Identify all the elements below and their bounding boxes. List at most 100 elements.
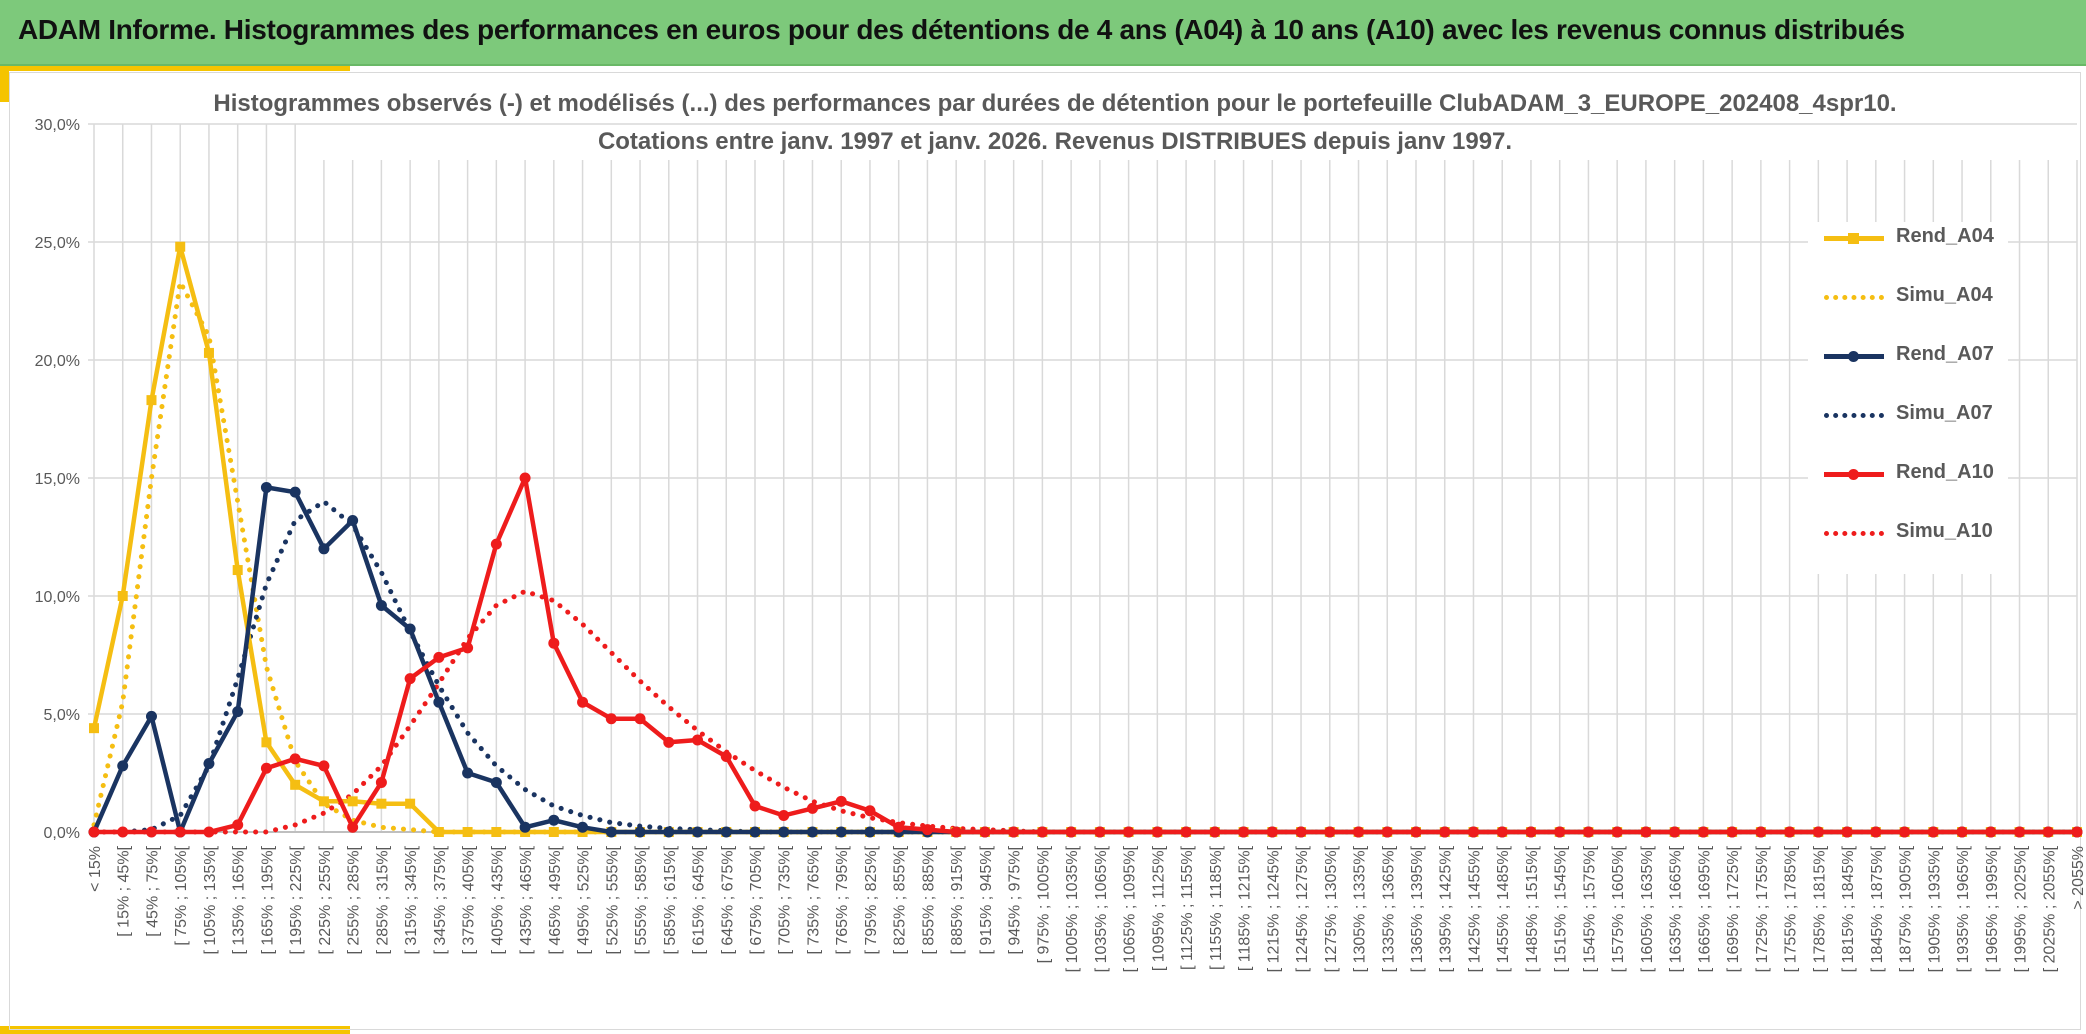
x-tick-label: [ 405% ; 435%[ [489,845,506,954]
x-tick-label: [ 45% ; 75%[ [144,845,161,936]
data-point [145,710,157,722]
data-point [548,814,560,826]
y-tick-label: 0,0% [44,825,80,842]
data-point [232,565,243,576]
x-tick-label: > 2055% [2070,846,2086,910]
x-tick-label: [ 795% ; 825%[ [863,845,880,954]
data-point [1036,826,1048,838]
x-axis: < 15% [ 15% ; 45%[[ 45% ; 75%[[ 75% ; 105… [87,845,2086,972]
chart-legend: Rend_A04 Simu_A04 Rend_A07 Simu_A07 Rend_A10… [1808,222,2008,574]
data-point [375,599,387,611]
data-point [404,673,416,685]
data-point [1697,826,1709,838]
data-point [1467,826,1479,838]
data-point [1870,826,1882,838]
x-tick-label: [ 495% ; 525%[ [576,845,593,954]
data-point [433,651,445,663]
x-tick-label: [ 675% ; 705%[ [748,845,765,954]
x-tick-label: [ 885% ; 915%[ [949,845,966,954]
data-point [1295,826,1307,838]
x-tick-label: [ 1155% ; 1185%[ [1208,845,1225,969]
series-simu-a10 [91,588,2080,835]
data-point [347,514,359,526]
legend-swatch [1824,531,1884,536]
data-point [1324,826,1336,838]
data-point [1669,826,1681,838]
x-tick-label: [ 1485% ; 1515%[ [1524,845,1541,972]
legend-item: Rend_A07 [1824,340,2014,370]
data-point [921,824,933,836]
data-point [462,642,474,654]
report-header-banner: ADAM Informe. Histogrammes des performan… [0,0,2086,66]
data-point [490,538,502,550]
x-tick-label: [ 765% ; 795%[ [834,845,851,954]
x-tick-label: [ 195% ; 225%[ [288,845,305,954]
chart-frame [9,72,2081,1030]
series-rend-a04 [89,241,2082,837]
series-rend-a10 [88,472,2083,838]
data-point [203,826,215,838]
y-tick-label: 15,0% [35,471,80,488]
data-point [749,826,761,838]
x-tick-label: [ 1665% ; 1695%[ [1696,845,1713,972]
data-point [117,760,129,772]
x-tick-label: [ 1965% ; 1995%[ [1984,845,2001,972]
x-tick-label: [ 1455% ; 1485%[ [1495,845,1512,972]
y-tick-label: 10,0% [35,589,80,606]
data-point [663,826,675,838]
data-point [1410,826,1422,838]
data-point [260,762,272,774]
data-point [1899,826,1911,838]
data-point [290,779,301,790]
series-line [91,499,2080,835]
data-point [864,805,876,817]
data-point [318,796,329,807]
data-point [663,736,675,748]
data-point [548,637,560,649]
x-tick-label: [ 1605% ; 1635%[ [1639,845,1656,972]
x-tick-label: [ 555% ; 585%[ [633,845,650,954]
series-rend-a07 [88,481,2083,838]
chart-title-line2: Cotations entre janv. 1997 et janv. 2026… [597,128,1513,155]
data-point [289,753,301,765]
x-tick-label: < 15% [87,846,104,892]
data-point [1640,826,1652,838]
data-point [749,800,761,812]
data-point [577,696,589,708]
data-point [145,826,157,838]
x-tick-label: [ 1275% ; 1305%[ [1323,845,1340,972]
chart-series [88,241,2083,838]
x-tick-label: [ 2025% ; 2055%[ [2041,845,2058,972]
x-tick-label: [ 1905% ; 1935%[ [1926,845,1943,972]
data-point [1841,826,1853,838]
legend-marker [1848,351,1859,362]
data-point [491,827,502,837]
legend-label: Simu_A07 [1896,402,1993,424]
data-point [1238,826,1250,838]
accent-bar-top [0,66,350,71]
legend-item: Rend_A04 [1824,222,2014,252]
x-tick-label: [ 225% ; 255%[ [317,845,334,954]
data-point [1151,826,1163,838]
data-point [433,827,444,837]
chart-title-line1: Histogrammes observés (-) et modélisés (… [213,90,1897,117]
data-point [318,543,330,555]
data-point [289,486,301,498]
x-tick-label: [ 855% ; 885%[ [920,845,937,954]
data-point [1496,826,1508,838]
accent-bar-bottom [0,1026,350,1034]
data-point [835,826,847,838]
data-point [175,241,186,252]
data-point [261,737,272,748]
data-point [634,826,646,838]
x-tick-label: [ 915% ; 945%[ [978,845,995,954]
x-tick-label: [ 1815% ; 1845%[ [1840,845,1857,972]
accent-bar-left [0,66,9,102]
data-point [260,481,272,493]
series-line [91,485,2080,835]
legend-item: Simu_A04 [1824,281,2014,311]
data-point [778,826,790,838]
x-tick-label: [ 1995% ; 2025%[ [2013,845,2030,972]
data-point [1008,826,1020,838]
